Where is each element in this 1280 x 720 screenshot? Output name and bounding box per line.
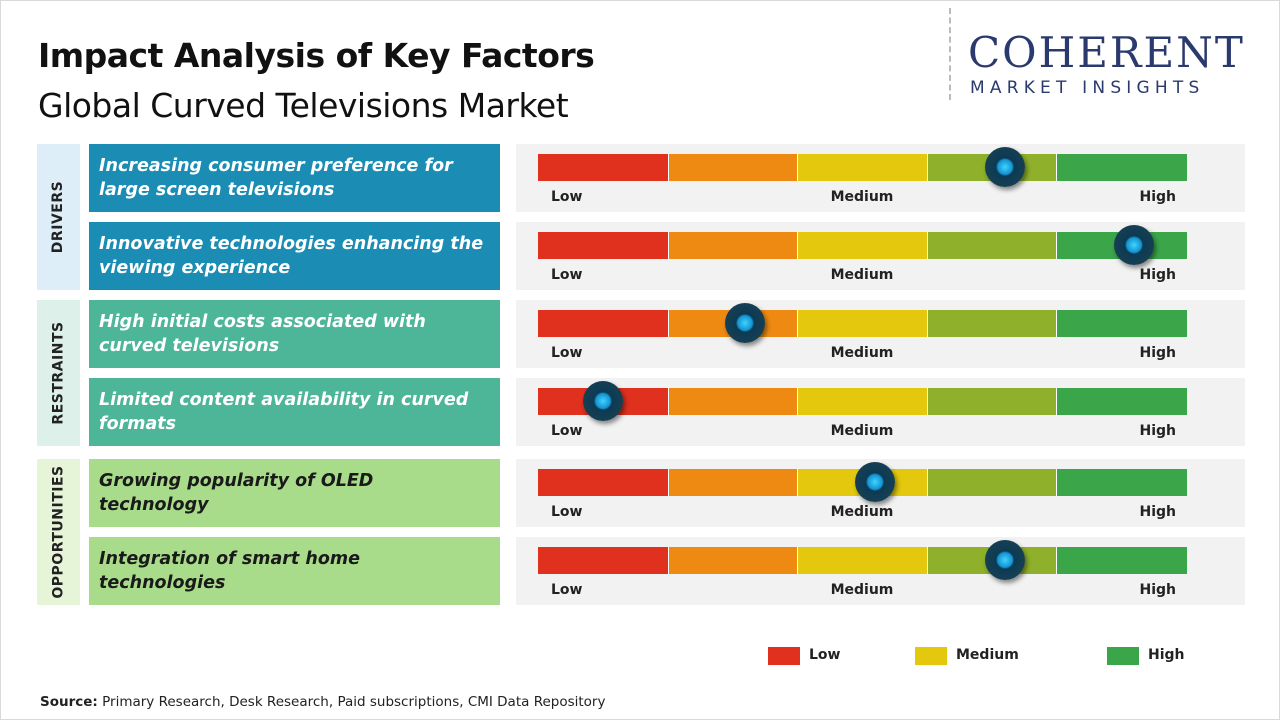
scale-label: High: [1139, 504, 1176, 520]
impact-marker: [854, 462, 895, 502]
scale-label: Medium: [830, 345, 894, 361]
group-label-text: DRIVERS: [50, 180, 67, 254]
legend-label: High: [1148, 647, 1185, 663]
scale-segment: [1056, 310, 1187, 337]
factor-text: Innovative technologies enhancing the vi…: [89, 222, 500, 290]
scale-segment: [538, 547, 668, 574]
impact-marker: [582, 381, 623, 421]
divider: [949, 8, 951, 100]
impact-marker: [984, 540, 1025, 580]
logo-tagline: MARKET INSIGHTS: [970, 78, 1205, 98]
scale-segment: [926, 310, 1058, 337]
impact-marker: [1114, 225, 1155, 265]
factor-text: Limited content availability in curved f…: [89, 378, 500, 446]
scale-segment: [1056, 469, 1187, 496]
impact-panel: Low Medium High: [516, 537, 1245, 605]
scale-segment: [797, 310, 928, 337]
subtitle: Global Curved Televisions Market: [38, 86, 569, 125]
scale-segment: [797, 388, 928, 415]
scale-segment: [797, 232, 928, 259]
scale-segment: [538, 469, 668, 496]
scale-segment: [667, 154, 799, 181]
scale-label: High: [1139, 423, 1176, 439]
logo-brand: COHERENT: [968, 28, 1245, 77]
legend-swatch: [915, 647, 947, 665]
impact-marker: [984, 147, 1025, 187]
scale-segment: [667, 388, 799, 415]
scale-label: Medium: [830, 582, 894, 598]
scale-label: Medium: [830, 423, 894, 439]
scale-segment: [797, 154, 928, 181]
scale-label: Low: [551, 504, 583, 520]
scale-label: High: [1139, 582, 1176, 598]
legend-label: Low: [809, 647, 841, 663]
impact-panel: Low Medium High: [516, 378, 1245, 446]
scale-segment: [667, 232, 799, 259]
impact-panel: Low Medium High: [516, 459, 1245, 527]
source: Source: Primary Research, Desk Research,…: [40, 694, 605, 710]
title: Impact Analysis of Key Factors: [38, 36, 595, 75]
group-label: DRIVERS: [37, 144, 80, 290]
group-label: OPPORTUNITIES: [37, 459, 80, 605]
scale-label: Medium: [830, 189, 894, 205]
factor-text: High initial costs associated with curve…: [89, 300, 500, 368]
legend-label: Medium: [956, 647, 1019, 663]
source-text: Primary Research, Desk Research, Paid su…: [102, 694, 606, 710]
impact-panel: Low Medium High: [516, 144, 1245, 212]
scale-segment: [1056, 154, 1187, 181]
scale-label: Low: [551, 189, 583, 205]
impact-marker: [725, 303, 766, 343]
impact-panel: Low Medium High: [516, 300, 1245, 368]
source-label: Source:: [40, 694, 98, 710]
scale-label: High: [1139, 345, 1176, 361]
scale-label: Low: [551, 423, 583, 439]
scale-label: Low: [551, 267, 583, 283]
legend-swatch: [1107, 647, 1139, 665]
scale-label: Low: [551, 582, 583, 598]
scale-label: High: [1139, 189, 1176, 205]
impact-panel: Low Medium High: [516, 222, 1245, 290]
scale-label: High: [1139, 267, 1176, 283]
scale-segment: [1056, 388, 1187, 415]
legend-swatch: [768, 647, 800, 665]
factor-text: Integration of smart home technologies: [89, 537, 500, 605]
group-label: RESTRAINTS: [37, 300, 80, 446]
scale-segment: [538, 310, 668, 337]
scale-label: Low: [551, 345, 583, 361]
scale-segment: [926, 469, 1058, 496]
group-label-text: RESTRAINTS: [50, 321, 67, 425]
scale-segment: [1056, 547, 1187, 574]
scale-segment: [926, 232, 1058, 259]
scale-segment: [538, 232, 668, 259]
scale-segment: [926, 388, 1058, 415]
factor-text: Increasing consumer preference for large…: [89, 144, 500, 212]
group-label-text: OPPORTUNITIES: [50, 465, 67, 599]
scale-segment: [667, 547, 799, 574]
factor-text: Growing popularity of OLED technology: [89, 459, 500, 527]
scale-label: Medium: [830, 504, 894, 520]
scale-segment: [797, 547, 928, 574]
scale-segment: [538, 154, 668, 181]
scale-segment: [667, 469, 799, 496]
scale-label: Medium: [830, 267, 894, 283]
